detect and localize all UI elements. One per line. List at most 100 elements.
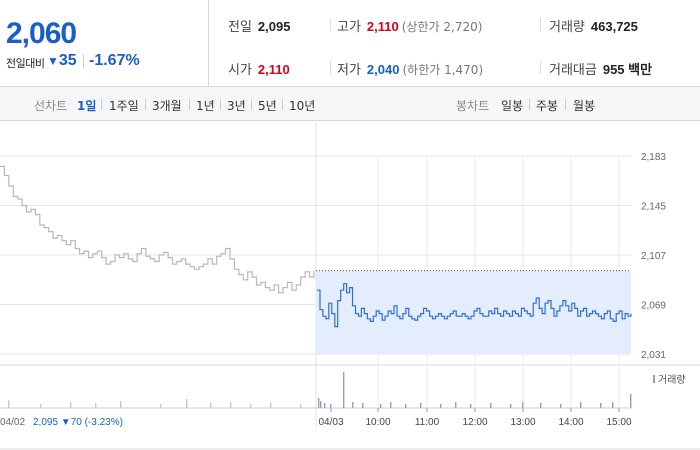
volume-legend-swatch <box>653 375 655 383</box>
trade-value-value: 955 백만 <box>602 62 653 77</box>
candle-weekly[interactable]: 주봉 <box>536 99 559 113</box>
volume-bar <box>380 404 382 408</box>
volume-bar <box>405 404 407 408</box>
volume-bar <box>8 400 10 408</box>
trade-value-stat: 거래대금 955 백만 <box>549 59 652 78</box>
volume-bar <box>420 403 422 408</box>
volume-bar <box>470 404 472 408</box>
volume-bar <box>270 403 272 408</box>
period-5y[interactable]: 5년 <box>258 99 277 113</box>
today-price-line <box>317 283 632 328</box>
y-tick-label: 2,031 <box>641 350 666 361</box>
period-10y[interactable]: 10년 <box>289 99 316 113</box>
volume-bar <box>540 403 542 408</box>
period-1y[interactable]: 1년 <box>196 99 215 113</box>
lower-limit: (하한가 1,470) <box>402 63 484 77</box>
candle-chart-title: 봉차트 <box>456 99 490 113</box>
candle-monthly[interactable]: 월봉 <box>573 99 596 113</box>
volume-bar <box>352 402 354 408</box>
trade-value-label: 거래대금 <box>549 63 597 78</box>
period-1d[interactable]: 1일 <box>77 99 97 113</box>
volume-bar <box>40 404 42 408</box>
divider <box>540 61 541 74</box>
volume-bar <box>318 398 320 408</box>
divider <box>330 61 331 74</box>
volume-bar <box>490 403 492 408</box>
volume-bar <box>560 404 562 408</box>
period-3y[interactable]: 3년 <box>227 99 246 113</box>
volume-bar <box>330 404 332 408</box>
volume-bar <box>600 403 602 408</box>
volume-bar <box>120 401 122 408</box>
previous-day-line <box>0 165 315 294</box>
divider <box>145 99 146 110</box>
change-amount-value: 35 <box>58 52 77 69</box>
divider <box>83 54 84 68</box>
volume-bar <box>440 404 442 408</box>
low-label: 저가 <box>337 63 361 78</box>
x-tick-label: 10:00 <box>365 417 390 428</box>
change-label: 전일대비 <box>6 57 45 70</box>
volume-bar <box>522 402 524 408</box>
volume-bar <box>160 404 162 408</box>
volume-bar <box>510 404 512 408</box>
divider <box>220 99 221 110</box>
change-amount: ▼35 <box>47 52 77 70</box>
prev-day-label: 04/02 <box>0 417 25 428</box>
divider <box>540 18 541 31</box>
high-stat: 고가 2,110 (상한가 2,720) <box>337 16 482 35</box>
volume-bar <box>455 402 457 408</box>
x-tick-label: 15:00 <box>606 417 631 428</box>
high-value: 2,110 <box>366 19 399 34</box>
candle-daily[interactable]: 일봉 <box>501 99 524 113</box>
volume-stat: 거래량 463,725 <box>549 16 638 35</box>
divider <box>282 99 283 110</box>
change-rate: -1.67% <box>89 52 140 69</box>
y-tick-label: 2,145 <box>641 202 666 213</box>
volume-bar <box>324 403 326 408</box>
volume-bar <box>630 394 632 408</box>
volume-bar <box>320 401 322 408</box>
x-tick-label: 12:00 <box>462 417 487 428</box>
low-stat: 저가 2,040 (하한가 1,470) <box>337 59 483 78</box>
prev-close-label: 전일 <box>228 20 252 35</box>
open-value: 2,110 <box>257 62 290 77</box>
volume-bar <box>250 404 252 408</box>
x-tick-label: 14:00 <box>558 417 583 428</box>
x-tick-label: 13:00 <box>510 417 535 428</box>
volume-bar <box>300 404 302 408</box>
y-tick-label: 2,183 <box>641 152 666 163</box>
volume-bar <box>186 399 188 408</box>
stock-quote-panel: 2,060 전일대비 ▼35 -1.67% 전일 2,095 고가 2,110 (상한… <box>0 0 700 87</box>
divider <box>101 99 102 110</box>
upper-limit: (상한가 2,720) <box>401 20 483 34</box>
price-box: 2,060 전일대비 ▼35 -1.67% <box>0 0 209 87</box>
low-value: 2,040 <box>366 62 400 77</box>
volume-bar <box>343 372 345 408</box>
line-chart-title: 선차트 <box>34 99 68 113</box>
high-label: 고가 <box>337 20 361 35</box>
period-1w[interactable]: 1주일 <box>109 99 139 113</box>
divider <box>330 18 331 31</box>
volume-bar <box>580 402 582 408</box>
open-label: 시가 <box>228 63 252 78</box>
volume-legend: 거래량 <box>658 374 686 386</box>
volume-bar <box>390 402 392 408</box>
divider <box>251 99 252 110</box>
volume-bar <box>612 402 614 408</box>
prev-day-summary: 2,095 ▼70 (-3.23%) <box>33 417 123 428</box>
volume-bar <box>230 402 232 408</box>
volume-bar <box>362 403 364 408</box>
prev-close-stat: 전일 2,095 <box>228 16 290 35</box>
period-selector-bar: 선차트 1일 1주일 3개월 1년 3년 5년 10년 봉차트 일봉 주봉 월봉 <box>0 87 700 121</box>
volume-value: 463,725 <box>590 19 638 34</box>
prev-close-value: 2,095 <box>257 19 291 34</box>
period-3m[interactable]: 3개월 <box>152 99 182 113</box>
volume-label: 거래량 <box>549 20 585 35</box>
divider <box>189 99 190 110</box>
current-price: 2,060 <box>6 17 77 50</box>
y-tick-label: 2,107 <box>641 251 666 262</box>
x-tick-label: 04/03 <box>318 417 343 428</box>
divider <box>529 99 530 110</box>
down-triangle-icon: ▼ <box>47 54 59 68</box>
